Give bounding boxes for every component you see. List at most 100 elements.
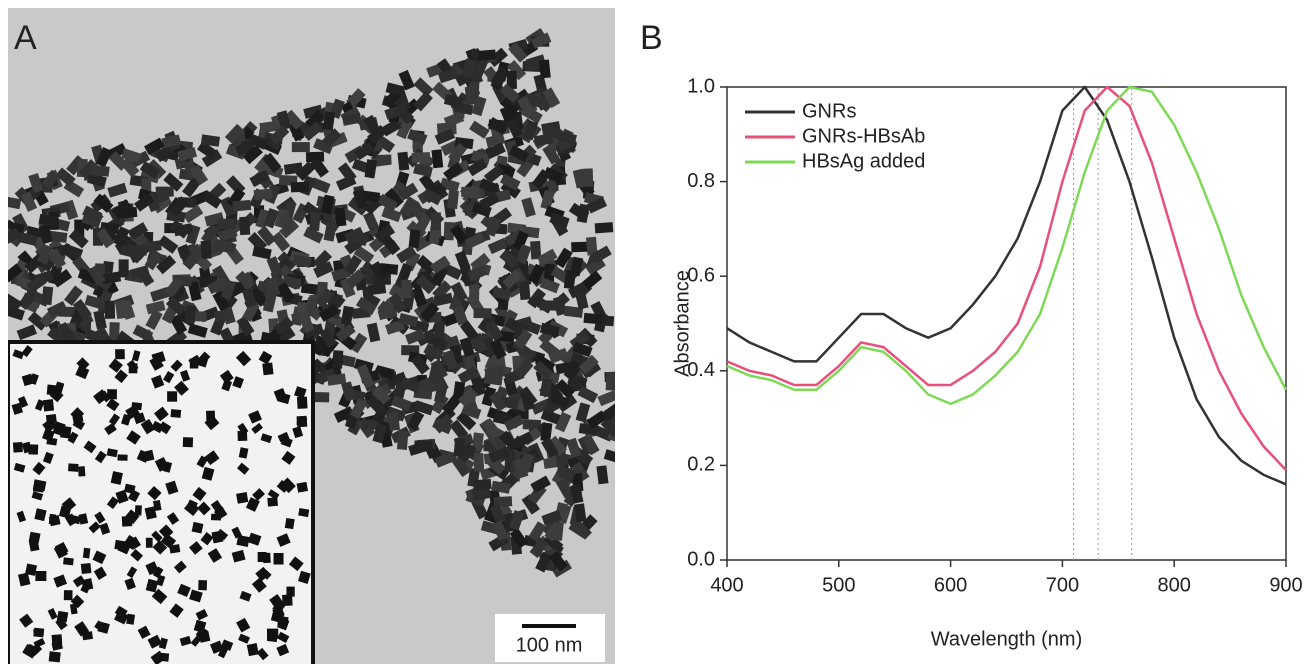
nanorod [287,121,305,142]
nanorod [212,290,230,312]
inset-particle [53,574,68,588]
nanorod [41,169,60,191]
inset-particle [180,369,191,382]
nanorod [163,172,184,192]
nanorod [318,304,340,322]
nanorod [114,236,136,255]
inset-particle [42,428,55,442]
inset-particle [72,575,86,588]
nanorod [356,364,373,385]
nanorod [442,349,458,371]
nanorod [290,181,310,193]
inset-particle [160,533,177,549]
inset-particle [298,570,311,584]
nanorod [397,151,410,171]
nanorod [461,403,482,420]
nanorod [156,254,177,275]
nanorod [585,236,598,256]
nanorod [366,395,386,416]
nanorod [276,282,295,303]
nanorod [433,292,454,307]
nanorod [26,274,47,293]
nanorod [485,320,504,342]
nanorod [291,142,310,153]
nanorod [128,244,147,256]
scale-bar-label: 100 nm [516,634,583,656]
nanorod [457,366,479,384]
nanorod [234,139,256,157]
inset-particle [276,643,290,657]
nanorod [492,520,509,541]
nanorod [555,464,577,481]
inset-particle [45,414,57,425]
inset-particle [131,402,143,411]
inset-particle [147,486,162,501]
inset-particle [81,578,94,591]
tem-image [8,8,615,664]
nanorod [548,347,569,364]
nanorod [134,193,155,212]
nanorod [309,212,321,232]
inset-particle [145,578,159,593]
nanorod [367,283,387,296]
nanorod [420,302,440,323]
nanorod [127,222,149,240]
nanorod [473,452,485,472]
nanorod [95,227,115,249]
inset-particle [185,499,198,513]
nanorod [423,343,444,361]
nanorod [452,305,469,326]
nanorod [90,164,110,177]
scale-bar-box [495,614,605,662]
inset-particle [238,633,250,644]
nanorod [311,392,330,403]
nanorod [262,152,282,174]
inset-particle [221,379,233,392]
nanorod [332,350,344,369]
nanorod [27,311,48,331]
inset-particle [236,534,250,547]
inset-particle [211,530,224,544]
nanorod [292,254,312,268]
inset-particle [260,433,273,444]
inset-particle [248,410,263,424]
nanorod [555,477,574,499]
nanorod [341,112,362,126]
inset-particle [83,440,97,454]
nanorod [349,398,368,420]
nanorod [109,322,120,341]
nanorod [372,423,387,444]
nanorod [464,86,477,106]
inset-particle [239,590,252,602]
inset-particle [169,603,184,618]
nanorod [111,199,133,219]
inset-particle [195,608,208,621]
nanorod [518,452,535,473]
inset-particle [128,363,138,374]
x-axis-label: Wavelength (nm) [931,628,1083,650]
inset-particle [269,594,284,609]
nanorod [429,255,451,274]
nanorod [8,305,25,321]
inset-particle [209,640,224,654]
nanorod [413,163,433,178]
nanorod [508,144,530,163]
inset-particle [21,441,33,454]
inset-particle [140,418,156,435]
nanorod [398,313,419,328]
inset-particle [151,374,165,389]
nanorod [447,354,468,375]
nanorod [236,315,255,337]
nanorod [411,152,431,163]
inset-particle [108,413,121,426]
nanorod [472,478,492,491]
nanorod [8,227,21,246]
nanorod [574,503,587,523]
nanorod [12,213,30,234]
inset-particle [167,391,178,402]
inset-particle [154,406,169,422]
nanorod [379,263,399,275]
nanorod [177,146,198,162]
inset-particle [259,568,272,580]
inset-particle [235,350,252,367]
